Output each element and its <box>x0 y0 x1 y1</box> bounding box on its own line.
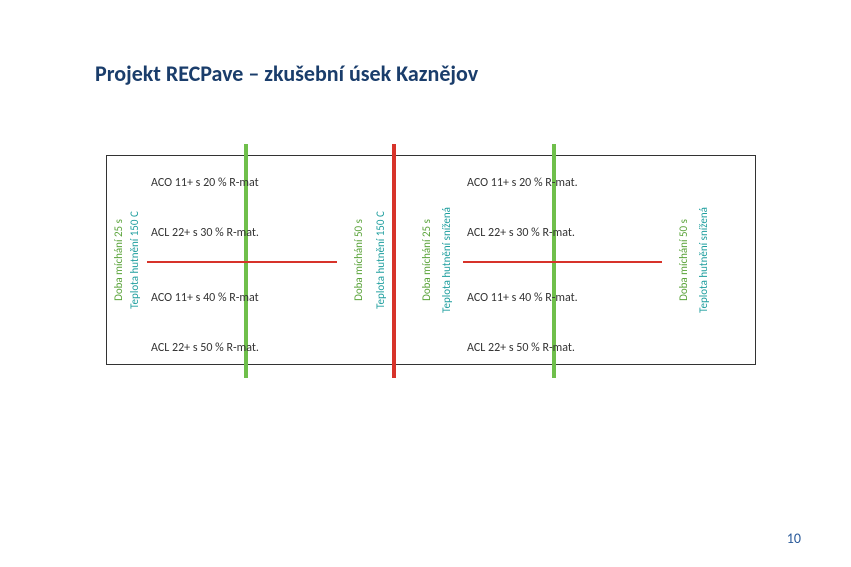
vertical-label: Doba míchání 50 s <box>352 219 365 301</box>
vertical-label: Teplota hutnění snížená <box>697 207 710 313</box>
row-label: ACL 22+ s 30 % R-mat. <box>151 226 259 240</box>
page-title: Projekt RECPave – zkušební úsek Kaznějov <box>95 60 478 87</box>
row-label: ACL 22+ s 50 % R-mat. <box>467 341 575 355</box>
vertical-label: Teplota hutnění snížená <box>440 207 453 313</box>
vertical-label: Doba míchání 25 s <box>112 219 125 301</box>
row-label: ACO 11+ s 40 % R-mat <box>151 291 259 305</box>
row-label: ACL 22+ s 50 % R-mat. <box>151 341 259 355</box>
row-label: ACO 11+ s 40 % R-mat. <box>467 291 578 305</box>
row-label: ACO 11+ s 20 % R-mat <box>151 176 259 190</box>
row-label: ACO 11+ s 20 % R-mat. <box>467 176 578 190</box>
diagram-container: Doba míchání 25 sTeplota hutnění 150 CDo… <box>106 155 756 365</box>
divider-horizontal <box>147 261 337 263</box>
divider-horizontal <box>463 261 662 263</box>
vertical-label: Teplota hutnění 150 C <box>374 211 387 309</box>
page-number: 10 <box>787 530 801 547</box>
vertical-label: Teplota hutnění 150 C <box>128 211 141 309</box>
vertical-label: Doba míchání 50 s <box>677 219 690 301</box>
row-label: ACL 22+ s 30 % R-mat. <box>467 226 575 240</box>
divider-vertical <box>392 144 396 378</box>
vertical-label: Doba míchání 25 s <box>420 219 433 301</box>
